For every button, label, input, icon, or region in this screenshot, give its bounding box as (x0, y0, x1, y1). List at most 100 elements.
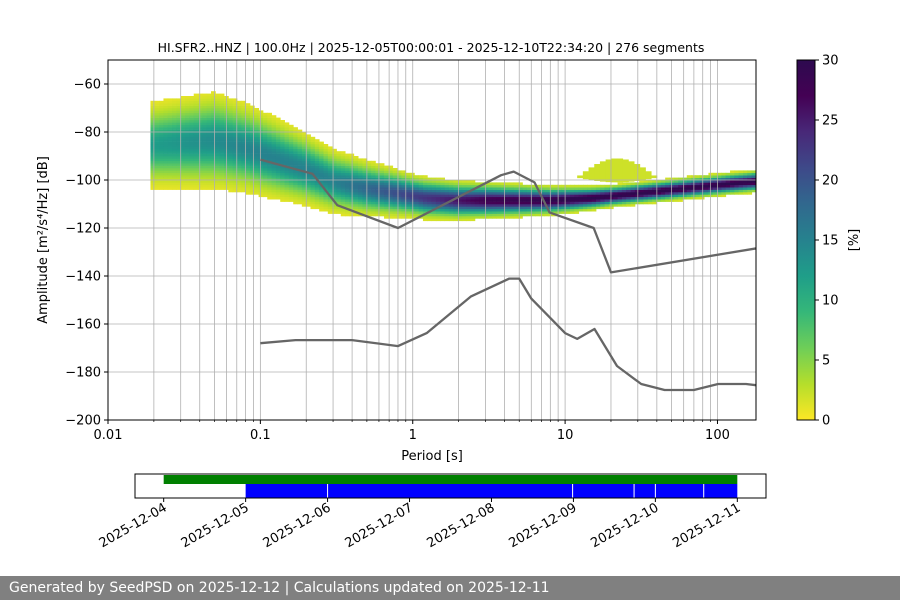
density-cell (518, 211, 523, 214)
density-cell (163, 122, 169, 126)
density-cell (392, 172, 398, 176)
density-cell (695, 196, 701, 200)
density-cell (159, 115, 164, 118)
density-cell (345, 163, 350, 166)
density-cell (219, 98, 225, 102)
density-cell (232, 165, 238, 169)
density-cell (314, 204, 320, 207)
density-cell (366, 199, 372, 202)
density-cell (353, 184, 359, 188)
density-cell (375, 165, 381, 169)
density-cell (479, 204, 484, 207)
density-cell (211, 175, 216, 178)
density-cell (358, 196, 363, 200)
density-cell (232, 189, 238, 193)
density-cell (163, 134, 169, 138)
density-cell (332, 165, 337, 169)
density-cell (275, 151, 281, 154)
density-cell (232, 100, 238, 104)
density-cell (232, 153, 238, 157)
density-cell (245, 170, 251, 174)
density-cell (245, 120, 251, 123)
density-cell (734, 187, 740, 190)
density-cell (336, 153, 342, 157)
density-cell (730, 177, 735, 181)
density-cell (150, 168, 156, 171)
density-cell (284, 194, 290, 198)
density-cell (280, 124, 285, 128)
density-cell (198, 163, 203, 166)
density-cell (236, 172, 242, 176)
density-cell (461, 218, 467, 222)
density-cell (665, 180, 670, 183)
density-cell (314, 172, 320, 176)
density-cell (185, 163, 190, 166)
density-cell (487, 192, 493, 195)
density-cell (574, 196, 580, 200)
density-cell (163, 136, 169, 140)
density-cell (211, 124, 216, 128)
density-cell (522, 201, 528, 205)
density-cell (500, 208, 506, 212)
density-cell (427, 180, 433, 183)
colorbar-tick-label: 15 (822, 234, 839, 249)
density-cell (254, 148, 260, 152)
density-cell (314, 148, 320, 152)
density-cell (388, 180, 394, 183)
density-cell (275, 180, 281, 183)
density-cell (185, 184, 190, 188)
density-cell (747, 182, 753, 186)
density-cell (176, 124, 182, 128)
density-cell (327, 170, 333, 174)
density-cell (236, 144, 242, 147)
density-cell (673, 187, 679, 190)
density-cell (332, 172, 337, 176)
density-cell (712, 180, 718, 183)
density-cell (522, 211, 528, 214)
density-cell (397, 170, 402, 174)
density-cell (453, 187, 458, 190)
colorbar-label: [%] (847, 229, 862, 252)
density-cell (613, 199, 618, 202)
density-cell (375, 163, 381, 166)
density-cell (185, 117, 190, 121)
density-cell (258, 165, 264, 169)
density-cell (215, 115, 221, 118)
x-tick-label: 100 (705, 428, 730, 443)
density-cell (440, 187, 445, 190)
density-cell (150, 139, 156, 142)
density-cell (384, 208, 389, 212)
density-cell (271, 122, 277, 126)
density-cell (236, 156, 242, 159)
timeline-tick-label: 2025-12-07 (343, 500, 416, 551)
density-cell (353, 182, 359, 186)
density-cell (288, 177, 294, 181)
density-cell (267, 165, 272, 169)
density-cell (293, 153, 298, 157)
density-cell (513, 189, 519, 193)
density-cell (167, 100, 173, 104)
density-cell (241, 146, 247, 150)
density-cell (198, 112, 203, 116)
timeline-tick-label: 2025-12-04 (97, 500, 170, 551)
density-cell (730, 187, 735, 190)
density-cell (167, 110, 173, 114)
density-cell (414, 211, 420, 214)
density-cell (180, 151, 186, 154)
density-cell (505, 199, 510, 202)
density-cell (267, 175, 272, 178)
density-cell (215, 158, 221, 162)
density-cell (150, 153, 156, 157)
density-cell (215, 168, 221, 171)
density-cell (678, 182, 683, 186)
density-cell (682, 189, 688, 193)
density-cell (180, 108, 186, 111)
density-cell (660, 187, 666, 190)
density-cell (215, 172, 221, 176)
density-cell (513, 187, 519, 190)
density-cell (215, 146, 221, 150)
density-cell (262, 165, 268, 169)
density-cell (189, 184, 195, 188)
density-cell (254, 129, 260, 133)
density-cell (561, 196, 567, 200)
